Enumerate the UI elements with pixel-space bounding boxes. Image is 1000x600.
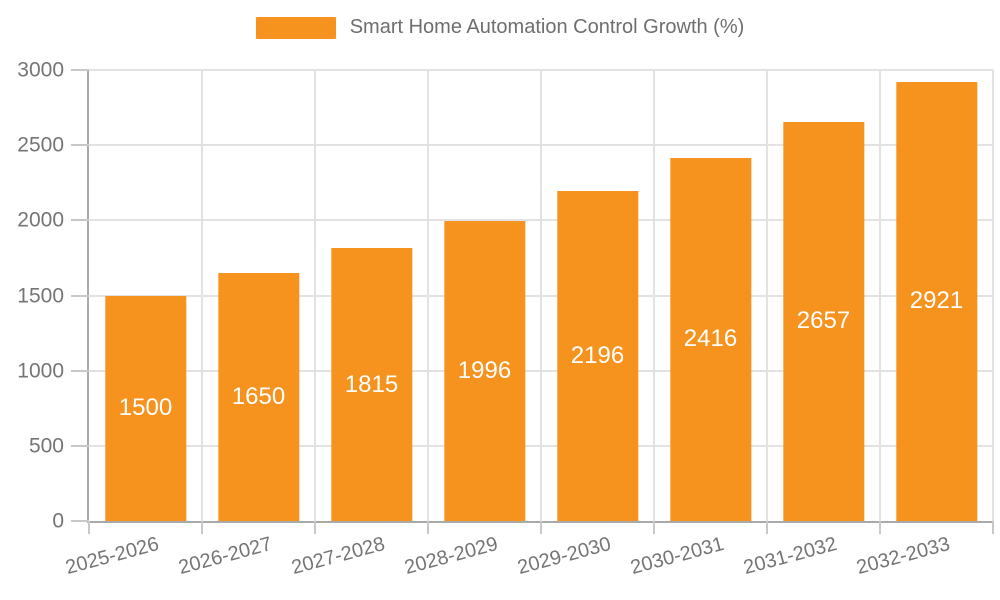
y-axis-label: 500 <box>28 434 64 458</box>
bar-value-label: 1500 <box>118 394 173 422</box>
y-axis-label: 1500 <box>17 284 64 307</box>
bar-2026-2027[interactable]: 1650 <box>217 272 300 521</box>
y-axis-label: 2500 <box>17 133 64 157</box>
v-gridline <box>314 70 316 521</box>
y-axis-tick <box>71 144 89 147</box>
bar-2028-2029[interactable]: 1996 <box>443 220 526 521</box>
y-axis-tick <box>71 69 89 71</box>
bar-value-label: 2416 <box>683 325 738 353</box>
y-axis-tick <box>71 369 89 372</box>
x-axis-label: 2027-2028 <box>289 533 388 580</box>
x-axis-label: 2026-2027 <box>176 533 275 580</box>
x-axis-label: 2031-2032 <box>741 533 840 580</box>
y-axis-label: 2000 <box>17 208 64 232</box>
bar-2029-2030[interactable]: 2196 <box>556 190 639 521</box>
legend-label: Smart Home Automation Control Growth (%) <box>349 16 745 38</box>
bar-2030-2031[interactable]: 2416 <box>669 157 752 521</box>
legend[interactable]: Smart Home Automation Control Growth (%) <box>0 16 1000 39</box>
y-axis-tick <box>71 294 89 297</box>
x-axis-label: 2025-2026 <box>63 533 162 580</box>
v-gridline <box>540 70 542 521</box>
x-axis-label: 2029-2030 <box>515 533 614 580</box>
bar-2025-2026[interactable]: 1500 <box>104 295 187 521</box>
v-gridline <box>653 70 655 521</box>
bar-value-label: 1996 <box>457 356 512 384</box>
x-axis-label: 2032-2033 <box>854 533 953 580</box>
x-axis-tick <box>879 521 881 534</box>
x-axis-tick <box>88 521 90 534</box>
x-axis-tick <box>653 521 655 534</box>
v-gridline <box>201 70 203 521</box>
bar-value-label: 2196 <box>570 341 625 369</box>
x-axis-tick <box>314 521 316 534</box>
y-axis-tick <box>71 520 89 522</box>
legend-swatch <box>255 16 336 39</box>
x-axis-label: 2030-2031 <box>628 533 727 580</box>
plot-area: 0 500 1000 1500 2000 2500 3000 1500 2025-2026 165… <box>17 60 994 579</box>
bar-2031-2032[interactable]: 2657 <box>782 121 865 521</box>
x-axis-tick <box>766 521 768 534</box>
v-gridline <box>766 70 768 521</box>
bar-value-label: 1815 <box>344 370 399 398</box>
x-axis-tick <box>540 521 542 534</box>
x-axis-tick <box>201 521 203 534</box>
v-gridline <box>879 70 881 521</box>
v-gridline <box>992 70 994 521</box>
bar-2032-2033[interactable]: 2921 <box>895 81 978 521</box>
y-axis-tick <box>71 219 89 222</box>
bar-2027-2028[interactable]: 1815 <box>330 248 413 521</box>
y-axis-label: 1000 <box>17 359 64 383</box>
x-axis-label: 2028-2029 <box>402 533 501 580</box>
x-axis-tick <box>427 521 429 534</box>
x-axis-tick <box>992 521 994 534</box>
y-axis-label: 0 <box>52 509 64 533</box>
bar-value-label: 1650 <box>231 382 286 410</box>
v-gridline <box>427 70 429 521</box>
y-axis-tick <box>71 444 89 447</box>
y-axis-label: 3000 <box>17 58 64 82</box>
bar-value-label: 2657 <box>796 307 851 335</box>
bar-value-label: 2921 <box>909 287 964 315</box>
